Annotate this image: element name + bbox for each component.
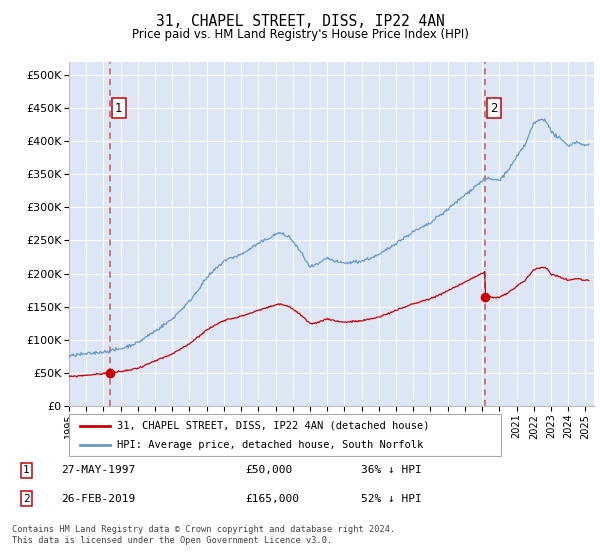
Text: 1: 1 xyxy=(23,465,30,475)
Text: Contains HM Land Registry data © Crown copyright and database right 2024.
This d: Contains HM Land Registry data © Crown c… xyxy=(12,525,395,545)
Text: 52% ↓ HPI: 52% ↓ HPI xyxy=(361,493,422,503)
Text: HPI: Average price, detached house, South Norfolk: HPI: Average price, detached house, Sout… xyxy=(116,440,423,450)
Text: £50,000: £50,000 xyxy=(245,465,292,475)
Text: 1: 1 xyxy=(115,101,122,115)
Text: 27-MAY-1997: 27-MAY-1997 xyxy=(61,465,136,475)
Text: 31, CHAPEL STREET, DISS, IP22 4AN: 31, CHAPEL STREET, DISS, IP22 4AN xyxy=(155,14,445,29)
Text: 2: 2 xyxy=(490,101,497,115)
Text: 36% ↓ HPI: 36% ↓ HPI xyxy=(361,465,422,475)
Text: 2: 2 xyxy=(23,493,30,503)
FancyBboxPatch shape xyxy=(69,414,501,456)
Text: 26-FEB-2019: 26-FEB-2019 xyxy=(61,493,136,503)
Text: £165,000: £165,000 xyxy=(245,493,299,503)
Text: 31, CHAPEL STREET, DISS, IP22 4AN (detached house): 31, CHAPEL STREET, DISS, IP22 4AN (detac… xyxy=(116,421,429,431)
Text: Price paid vs. HM Land Registry's House Price Index (HPI): Price paid vs. HM Land Registry's House … xyxy=(131,28,469,41)
